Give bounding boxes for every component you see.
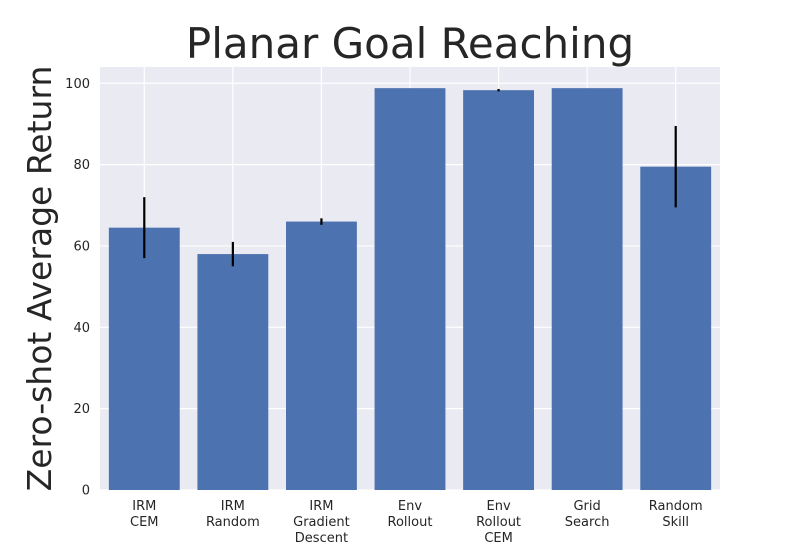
y-axis-label: Zero-shot Average Return — [20, 66, 59, 492]
x-tick-label: Env Rollout — [388, 499, 433, 530]
bar — [374, 88, 446, 491]
y-tick-label: 100 — [65, 77, 90, 92]
y-tick-label: 60 — [73, 239, 90, 254]
bar — [197, 254, 269, 490]
x-tick-label: IRM Random — [206, 499, 260, 530]
bar — [463, 90, 534, 490]
bar — [286, 221, 357, 491]
error-bars — [143, 88, 677, 267]
x-tick-label: Env Rollout CEM — [476, 499, 521, 546]
y-tick-label: 80 — [73, 158, 90, 173]
bars — [108, 88, 712, 491]
y-axis-ticks: 0 20 40 60 80 100 — [65, 77, 90, 499]
y-tick-label: 40 — [73, 321, 90, 336]
bar — [108, 227, 180, 490]
x-tick-label: IRM CEM — [130, 499, 159, 530]
x-tick-label: Grid Search — [565, 499, 610, 530]
x-axis-ticks: IRM CEM IRM Random IRM Gradient Descent Env Roll… — [130, 499, 703, 546]
x-tick-label: IRM Gradient Descent — [293, 499, 350, 546]
y-tick-label: 0 — [82, 484, 90, 499]
x-tick-label: Random Skill — [649, 499, 703, 530]
chart-title: Planar Goal Reaching — [186, 19, 634, 68]
y-tick-label: 20 — [73, 402, 90, 417]
bar — [640, 166, 712, 490]
bar — [551, 88, 623, 491]
